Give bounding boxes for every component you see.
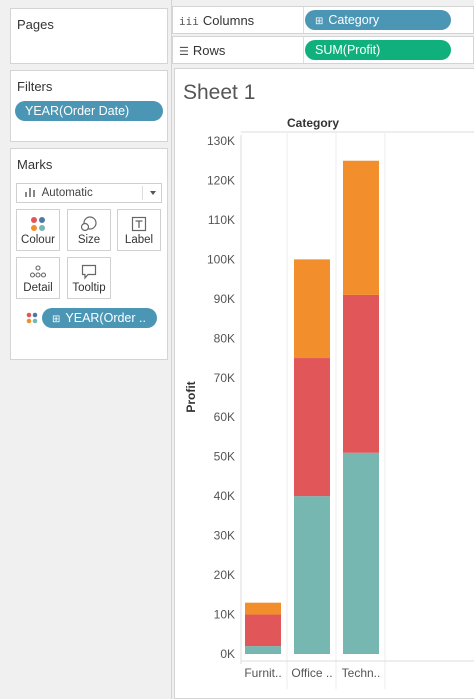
marks-title: Marks	[17, 157, 53, 172]
bar-segment	[343, 452, 379, 654]
marks-colour-pill-label: YEAR(Order ..	[65, 311, 146, 325]
y-tick-label: 90K	[214, 292, 235, 306]
shelf-divider	[303, 37, 304, 63]
rows-label-text: Rows	[192, 43, 226, 58]
columns-icon: iii	[179, 15, 199, 28]
dropdown-separator	[142, 186, 143, 200]
bar-segment	[245, 602, 281, 615]
y-tick-label: 30K	[214, 529, 235, 543]
rows-shelf[interactable]: ☰ Rows SUM(Profit)	[172, 36, 474, 64]
filters-panel[interactable]: Filters YEAR(Order Date)	[10, 70, 168, 142]
colour-encoding-icon	[26, 312, 38, 324]
y-tick-label: 110K	[208, 213, 235, 227]
mark-type-value: Automatic	[41, 187, 93, 199]
plus-box-icon: ⊞	[52, 314, 61, 325]
category-pill[interactable]: ⊞ Category	[305, 10, 451, 30]
pages-title: Pages	[17, 17, 54, 32]
filters-title: Filters	[17, 79, 53, 94]
label-button[interactable]: Label	[117, 209, 161, 251]
column-header-category: Category	[287, 116, 339, 130]
columns-shelf[interactable]: iii Columns ⊞ Category	[172, 6, 474, 34]
x-category-label: Furnit..	[244, 666, 281, 680]
pages-panel[interactable]: Pages	[10, 8, 168, 64]
x-category-label: Office ..	[291, 666, 332, 680]
stacked-bar-chart: Category 0K 10K 20K 30K 40K 50K 60K 70K 80K 90K 100…	[184, 116, 474, 689]
tooltip-label: Tooltip	[72, 282, 106, 294]
bar-segment	[245, 614, 281, 647]
x-category-label: Techn..	[342, 666, 381, 680]
bar-segment	[294, 496, 330, 654]
bar-segment	[245, 646, 281, 654]
sum-profit-pill[interactable]: SUM(Profit)	[305, 40, 451, 60]
shelf-divider	[303, 7, 304, 33]
y-tick-label: 10K	[214, 608, 235, 622]
detail-button[interactable]: Detail	[16, 257, 60, 299]
category-pill-label: Category	[328, 13, 380, 27]
sheet-view: Sheet 1 Category 0K 10K 20K 30K 40K 50K 60K 70K 8…	[174, 68, 474, 699]
y-tick-label: 50K	[214, 450, 235, 464]
size-button[interactable]: Size	[67, 209, 111, 251]
bar-segment	[343, 294, 379, 453]
colour-button[interactable]: Colour	[16, 209, 60, 251]
y-tick-label: 60K	[214, 410, 235, 424]
tooltip-button[interactable]: Tooltip	[67, 257, 111, 299]
colour-label: Colour	[21, 234, 55, 246]
mark-type-dropdown[interactable]: Automatic	[16, 183, 162, 203]
label-label: Label	[124, 234, 154, 246]
y-tick-label: 70K	[214, 371, 235, 385]
tooltip-icon	[81, 264, 97, 280]
detail-label: Detail	[23, 282, 53, 294]
columns-shelf-label: iii Columns	[179, 13, 254, 28]
plus-box-icon: ⊞	[315, 16, 324, 27]
y-tick-label: 20K	[214, 568, 235, 582]
bar-chart-icon	[25, 187, 35, 197]
sheet-title: Sheet 1	[183, 81, 256, 104]
colour-icon	[31, 217, 45, 231]
y-tick-label: 100K	[207, 252, 235, 266]
bar-segment	[294, 259, 330, 359]
y-axis-title: Profit	[184, 381, 198, 412]
text-label-icon	[131, 216, 147, 232]
filter-pill-year-order-date[interactable]: YEAR(Order Date)	[15, 101, 163, 121]
detail-icon	[29, 265, 47, 278]
marks-panel: Marks Automatic Colour Size	[10, 148, 168, 360]
rows-icon: ☰	[179, 45, 189, 58]
rows-shelf-label: ☰ Rows	[179, 43, 225, 58]
y-tick-label: 0K	[220, 647, 235, 661]
size-icon	[80, 216, 97, 232]
bar-segment	[343, 160, 379, 295]
size-label: Size	[77, 234, 101, 246]
bar-segment	[294, 358, 330, 497]
columns-label-text: Columns	[202, 13, 255, 28]
marks-colour-pill-year-order-date[interactable]: ⊞ YEAR(Order ..	[42, 308, 157, 328]
y-tick-label: 80K	[214, 331, 235, 345]
y-tick-label: 120K	[207, 173, 235, 187]
y-tick-label: 130K	[207, 134, 235, 148]
y-tick-label: 40K	[214, 489, 235, 503]
chevron-down-icon	[150, 191, 156, 195]
